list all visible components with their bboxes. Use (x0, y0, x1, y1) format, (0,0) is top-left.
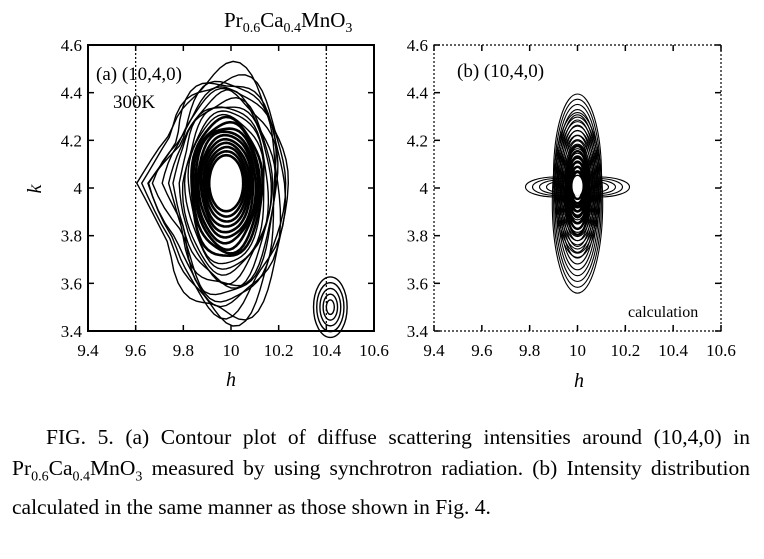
x-tick-label: 9.8 (173, 341, 194, 360)
x-tick-label: 10.4 (311, 341, 341, 360)
y-tick-label: 3.4 (407, 322, 429, 341)
x-tick-label: 10.2 (610, 341, 640, 360)
contour-line (199, 137, 253, 234)
contour-line (190, 115, 264, 258)
contour-line-secondary (322, 293, 339, 321)
contour-line-lower (561, 143, 594, 253)
contour-line (205, 149, 247, 218)
x-tick-label: 9.8 (519, 341, 540, 360)
contour-line (161, 87, 279, 296)
contour-line-right-lobe (568, 176, 631, 198)
panel-a-xlabel: h (226, 369, 236, 391)
contour-line-left-lobe (531, 177, 584, 197)
x-tick-label: 10 (569, 341, 586, 360)
x-tick-label: 9.4 (77, 341, 99, 360)
contour-line (187, 113, 265, 265)
y-tick-label: 3.6 (407, 274, 428, 293)
contour-line-lower (559, 139, 596, 259)
x-tick-label: 10.2 (264, 341, 294, 360)
y-tick-label: 4.4 (407, 84, 429, 103)
panel-a-temperature: 300K (113, 92, 156, 113)
peak-center (572, 176, 583, 196)
x-tick-label: 9.6 (471, 341, 492, 360)
caption-text: FIG. 5. (a) Contour plot of diffuse scat… (12, 425, 750, 520)
contour-line-lower (551, 112, 604, 294)
contour-line (181, 106, 270, 276)
panel-b: 9.4 9.6 9.8 10 10.2 10.4 10.6 3.4 3.6 3.8 4 4.2 4.4 4… (407, 36, 736, 392)
y-tick-label: 4 (74, 179, 83, 198)
contour-line (201, 141, 251, 228)
contour-line (195, 130, 258, 245)
y-tick-label: 3.8 (407, 227, 428, 246)
x-tick-label: 9.6 (125, 341, 146, 360)
x-tick-label: 10.6 (359, 341, 389, 360)
y-tick-label: 4.2 (61, 131, 82, 150)
y-tick-label: 4 (420, 179, 429, 198)
panel-a-label: (a) (10,4,0) (96, 64, 182, 85)
contour-line (147, 82, 287, 320)
panel-b-annotation: calculation (628, 304, 698, 321)
contour-line-secondary (319, 287, 342, 327)
y-tick-label: 3.8 (61, 227, 82, 246)
y-tick-label: 4.2 (407, 131, 428, 150)
panel-a-ylabel: k (24, 183, 46, 193)
figure: Pr0.6Ca0.4MnO3 9.4 9.6 9.8 10 10.2 10.4 10.6 3.… (24, 8, 736, 392)
contour-line (140, 74, 287, 327)
contour-line (151, 86, 277, 303)
contour-line-lower (558, 134, 597, 265)
contour-line (135, 60, 290, 321)
contour-line-right-lobe (571, 177, 624, 197)
figure-title: Pr0.6Ca0.4MnO3 (224, 8, 352, 36)
y-tick-label: 3.4 (61, 322, 83, 341)
panel-b-xlabel: h (574, 370, 584, 392)
clip-mask (375, 45, 435, 333)
y-tick-label: 4.4 (61, 84, 83, 103)
contour-line (178, 106, 273, 286)
contour-line (194, 127, 260, 252)
y-tick-label: 4.6 (407, 36, 428, 55)
y-tick-label: 4.6 (61, 36, 82, 55)
x-tick-label: 10 (223, 341, 240, 360)
contour-line-secondary (312, 276, 348, 339)
panel-a: 9.4 9.6 9.8 10 10.2 10.4 10.6 3.4 3.6 3.8 4 4.2 4.4 4… (24, 36, 435, 391)
x-tick-label: 10.4 (658, 341, 688, 360)
x-tick-label: 9.4 (423, 341, 445, 360)
contour-line-secondary (325, 299, 336, 316)
panel-b-label: (b) (10,4,0) (457, 61, 544, 82)
contour-line (172, 96, 274, 289)
figure-caption: FIG. 5. (a) Contour plot of diffuse scat… (12, 422, 750, 523)
contour-line (207, 153, 245, 213)
contour-line-secondary (316, 281, 345, 333)
contour-line-lower (553, 116, 602, 288)
x-tick-label: 10.6 (706, 341, 736, 360)
y-tick-label: 3.6 (61, 274, 82, 293)
contour-line-left-lobe (524, 176, 587, 198)
contour-line (203, 145, 249, 223)
